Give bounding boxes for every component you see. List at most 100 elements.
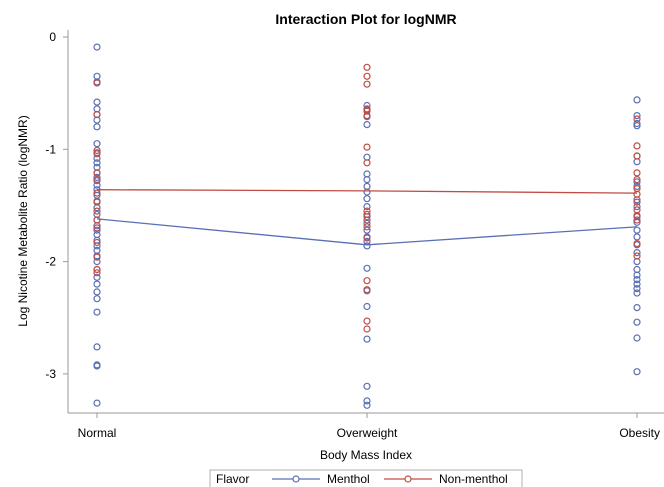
- data-point: [633, 276, 641, 284]
- data-point: [93, 176, 101, 184]
- data-point: [93, 150, 101, 158]
- data-point: [363, 242, 371, 250]
- data-point: [363, 226, 371, 234]
- data-point: [633, 216, 641, 224]
- data-point: [93, 269, 101, 277]
- x-axis-label: Body Mass Index: [320, 448, 412, 462]
- data-point: [363, 401, 371, 409]
- data-point: [363, 335, 371, 343]
- data-point: [633, 176, 641, 184]
- data-point: [363, 207, 371, 215]
- data-point: [633, 368, 641, 376]
- data-point: [633, 213, 641, 221]
- x-tick-label: Normal: [78, 426, 117, 440]
- data-point: [93, 238, 101, 247]
- data-point: [93, 123, 101, 131]
- data-point: [93, 258, 101, 266]
- y-axis-label: Log Nicotine Metabolite Ratio (logNMR): [16, 115, 30, 326]
- series-menthol: [93, 43, 641, 409]
- data-point: [363, 382, 371, 390]
- data-point: [93, 265, 101, 274]
- legend-marker: [404, 475, 412, 483]
- chart-title: Interaction Plot for logNMR: [275, 11, 456, 27]
- data-point: [93, 288, 101, 296]
- data-point: [633, 190, 641, 198]
- data-point: [633, 203, 641, 211]
- data-point: [633, 252, 641, 260]
- data-point: [633, 334, 641, 342]
- y-tick-label: -1: [45, 142, 56, 156]
- data-point: [93, 198, 101, 206]
- series-non-menthol: [93, 63, 641, 333]
- data-point: [363, 176, 371, 184]
- data-point: [93, 207, 101, 215]
- data-point: [633, 182, 641, 190]
- data-point: [633, 280, 641, 288]
- legend-entry-label: Non-menthol: [439, 472, 508, 486]
- data-point: [93, 216, 101, 224]
- data-point: [363, 72, 371, 80]
- data-point: [93, 140, 101, 148]
- series-layer: [93, 43, 641, 409]
- data-point: [363, 325, 371, 333]
- data-point: [633, 249, 641, 257]
- data-point: [363, 234, 371, 242]
- data-point: [363, 264, 371, 272]
- data-point: [633, 111, 641, 120]
- y-tick-label: 0: [49, 30, 56, 44]
- data-point: [363, 159, 371, 167]
- data-point: [93, 154, 101, 162]
- data-point: [633, 318, 641, 326]
- data-point: [93, 79, 101, 87]
- data-point: [93, 173, 101, 181]
- data-point: [93, 253, 101, 261]
- data-point: [363, 203, 371, 211]
- data-point: [363, 105, 371, 113]
- data-point: [633, 142, 641, 150]
- data-point: [633, 178, 641, 186]
- data-point: [93, 169, 101, 177]
- data-point: [633, 285, 641, 293]
- data-point: [363, 223, 371, 231]
- data-point: [363, 195, 371, 203]
- data-point: [363, 317, 371, 325]
- axes: 0 -1 -2 -3 Normal Overweight Obesity: [45, 30, 664, 440]
- mean-line: [96, 189, 638, 194]
- data-point: [93, 362, 101, 370]
- data-point: [93, 242, 101, 250]
- data-point: [93, 43, 101, 51]
- data-point: [363, 397, 371, 405]
- x-tick-label: Overweight: [337, 426, 398, 440]
- data-point: [633, 271, 641, 279]
- data-point: [93, 399, 101, 407]
- data-point: [93, 159, 101, 167]
- data-point: [93, 343, 101, 351]
- data-point: [633, 152, 641, 160]
- data-point: [93, 110, 101, 119]
- data-point: [633, 169, 641, 177]
- data-point: [363, 277, 371, 285]
- legend-title: Flavor: [216, 472, 249, 486]
- data-point: [633, 304, 641, 312]
- y-tick-label: -3: [45, 367, 56, 381]
- data-point: [363, 111, 371, 120]
- legend-entry-label: Menthol: [327, 472, 370, 486]
- data-point: [93, 308, 101, 316]
- data-point: [633, 115, 641, 123]
- x-tick-label: Obesity: [619, 426, 660, 440]
- data-point: [93, 98, 101, 106]
- mean-line: [96, 218, 638, 246]
- data-point: [93, 146, 101, 154]
- data-point: [633, 198, 641, 206]
- data-point: [363, 143, 371, 151]
- data-point: [363, 286, 371, 294]
- data-point: [93, 280, 101, 288]
- data-point: [633, 96, 641, 104]
- data-point: [93, 226, 101, 234]
- data-point: [363, 80, 371, 88]
- data-point: [363, 188, 371, 196]
- data-point: [363, 107, 371, 115]
- data-point: [633, 206, 641, 214]
- legend: Flavor Menthol Non-menthol: [209, 469, 523, 487]
